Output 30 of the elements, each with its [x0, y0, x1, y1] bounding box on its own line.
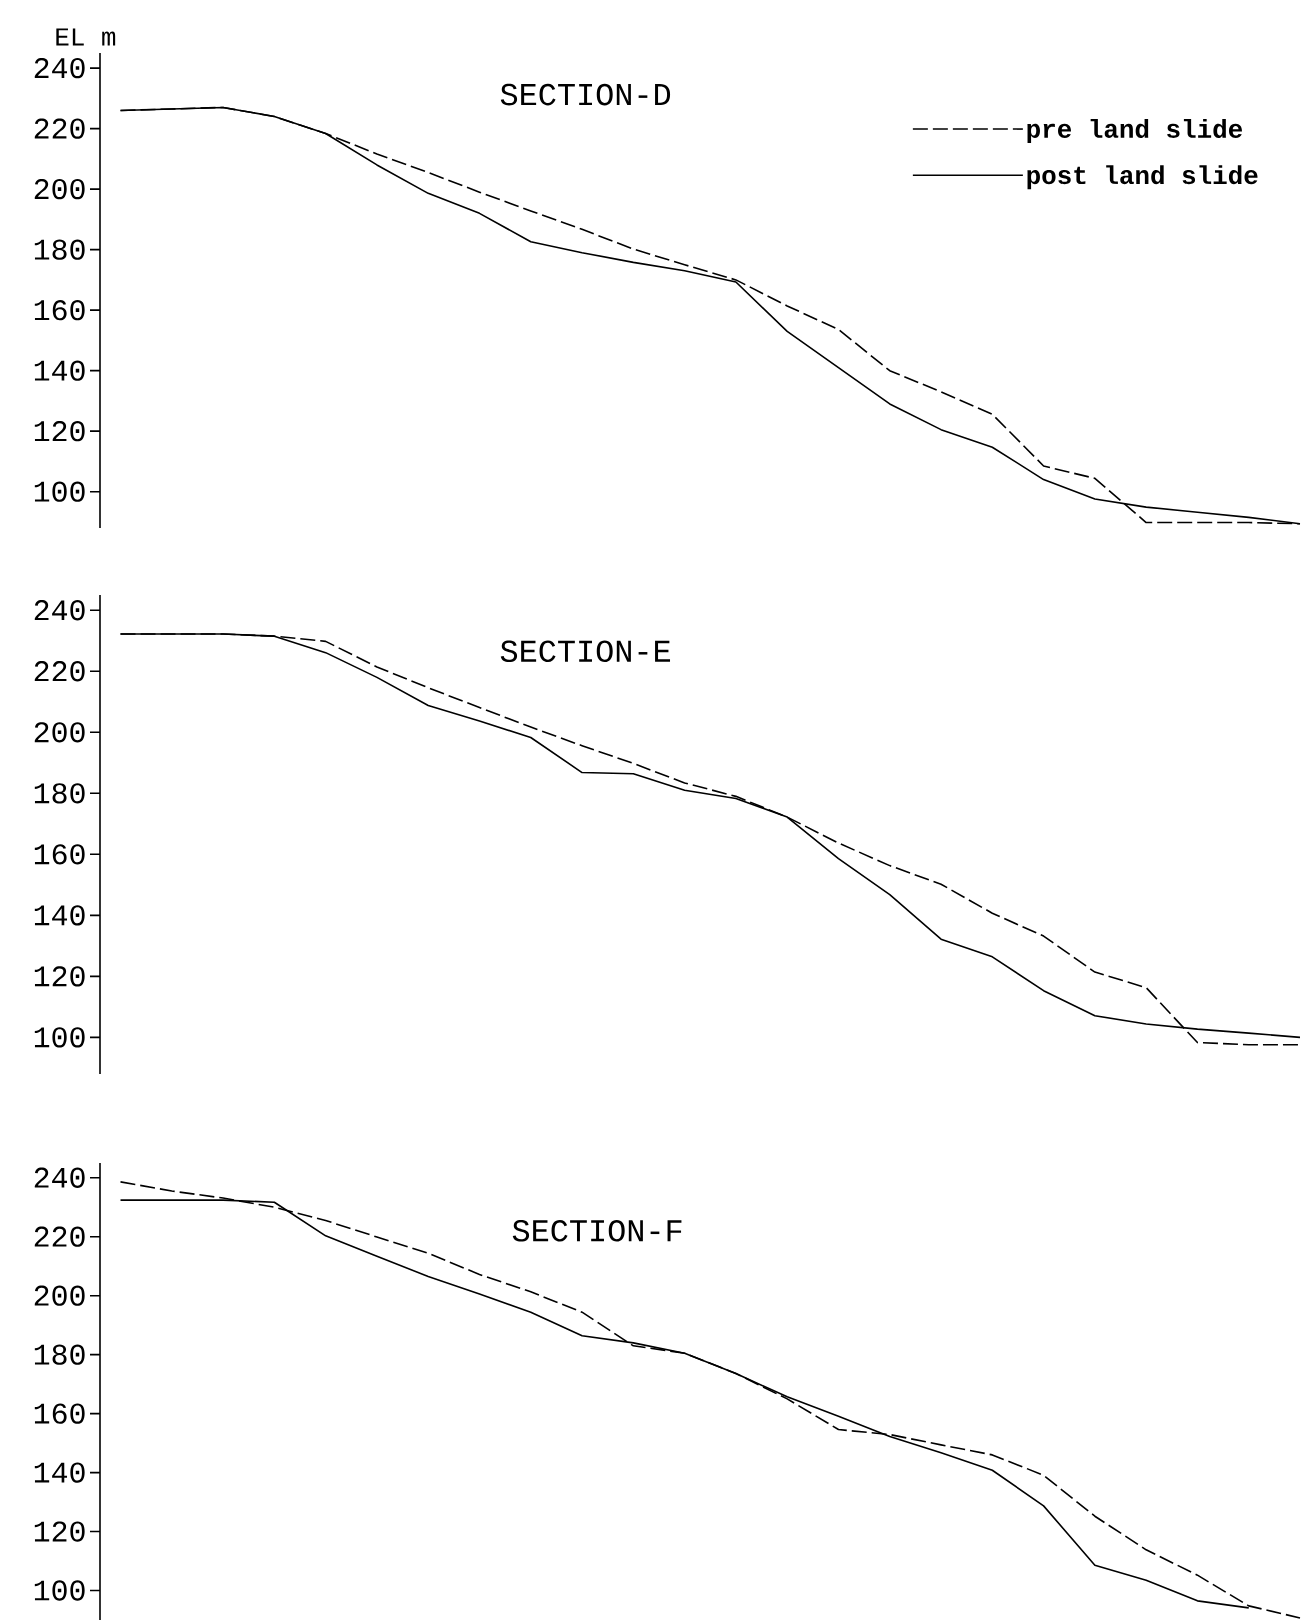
y-tick-label: 200: [34, 178, 85, 200]
y-tick-label: 180: [34, 783, 85, 804]
y-tick-label: 240: [34, 600, 85, 621]
y-tick-label: 160: [34, 1403, 85, 1424]
y-tick-label: 240: [34, 1167, 85, 1188]
y-tick-label: 160: [34, 844, 85, 865]
y-tick-label: 180: [34, 239, 85, 260]
legend-label: pre land slide: [1027, 118, 1242, 144]
y-tick-label: 220: [34, 661, 85, 682]
y-tick-label: 140: [34, 360, 85, 381]
text: SECTION-D: [500, 83, 671, 106]
text: SECTION-E: [500, 640, 671, 663]
y-tick-label: 220: [34, 118, 85, 139]
y-tick-label: 200: [34, 1285, 85, 1306]
y-tick-label: 120: [34, 421, 85, 442]
y-tick-label: 100: [34, 1027, 85, 1048]
y-tick-label: 180: [34, 1344, 85, 1365]
y-tick-label: 140: [34, 905, 85, 926]
y-tick-label: 120: [34, 1521, 85, 1542]
y-tick-label: 240: [34, 57, 85, 79]
text: SECTION-F: [512, 1219, 682, 1242]
y-tick-label: 120: [34, 966, 85, 987]
y-tick-label: 140: [34, 1462, 85, 1483]
y-tick-label: 200: [34, 722, 85, 743]
y-axis-title: EL m: [56, 28, 116, 46]
legend-label: post land slide: [1027, 165, 1258, 190]
y-tick-label: 160: [34, 300, 85, 321]
y-tick-label: 100: [34, 481, 85, 502]
y-tick-label: 100: [34, 1580, 85, 1601]
y-tick-label: 220: [34, 1226, 85, 1247]
